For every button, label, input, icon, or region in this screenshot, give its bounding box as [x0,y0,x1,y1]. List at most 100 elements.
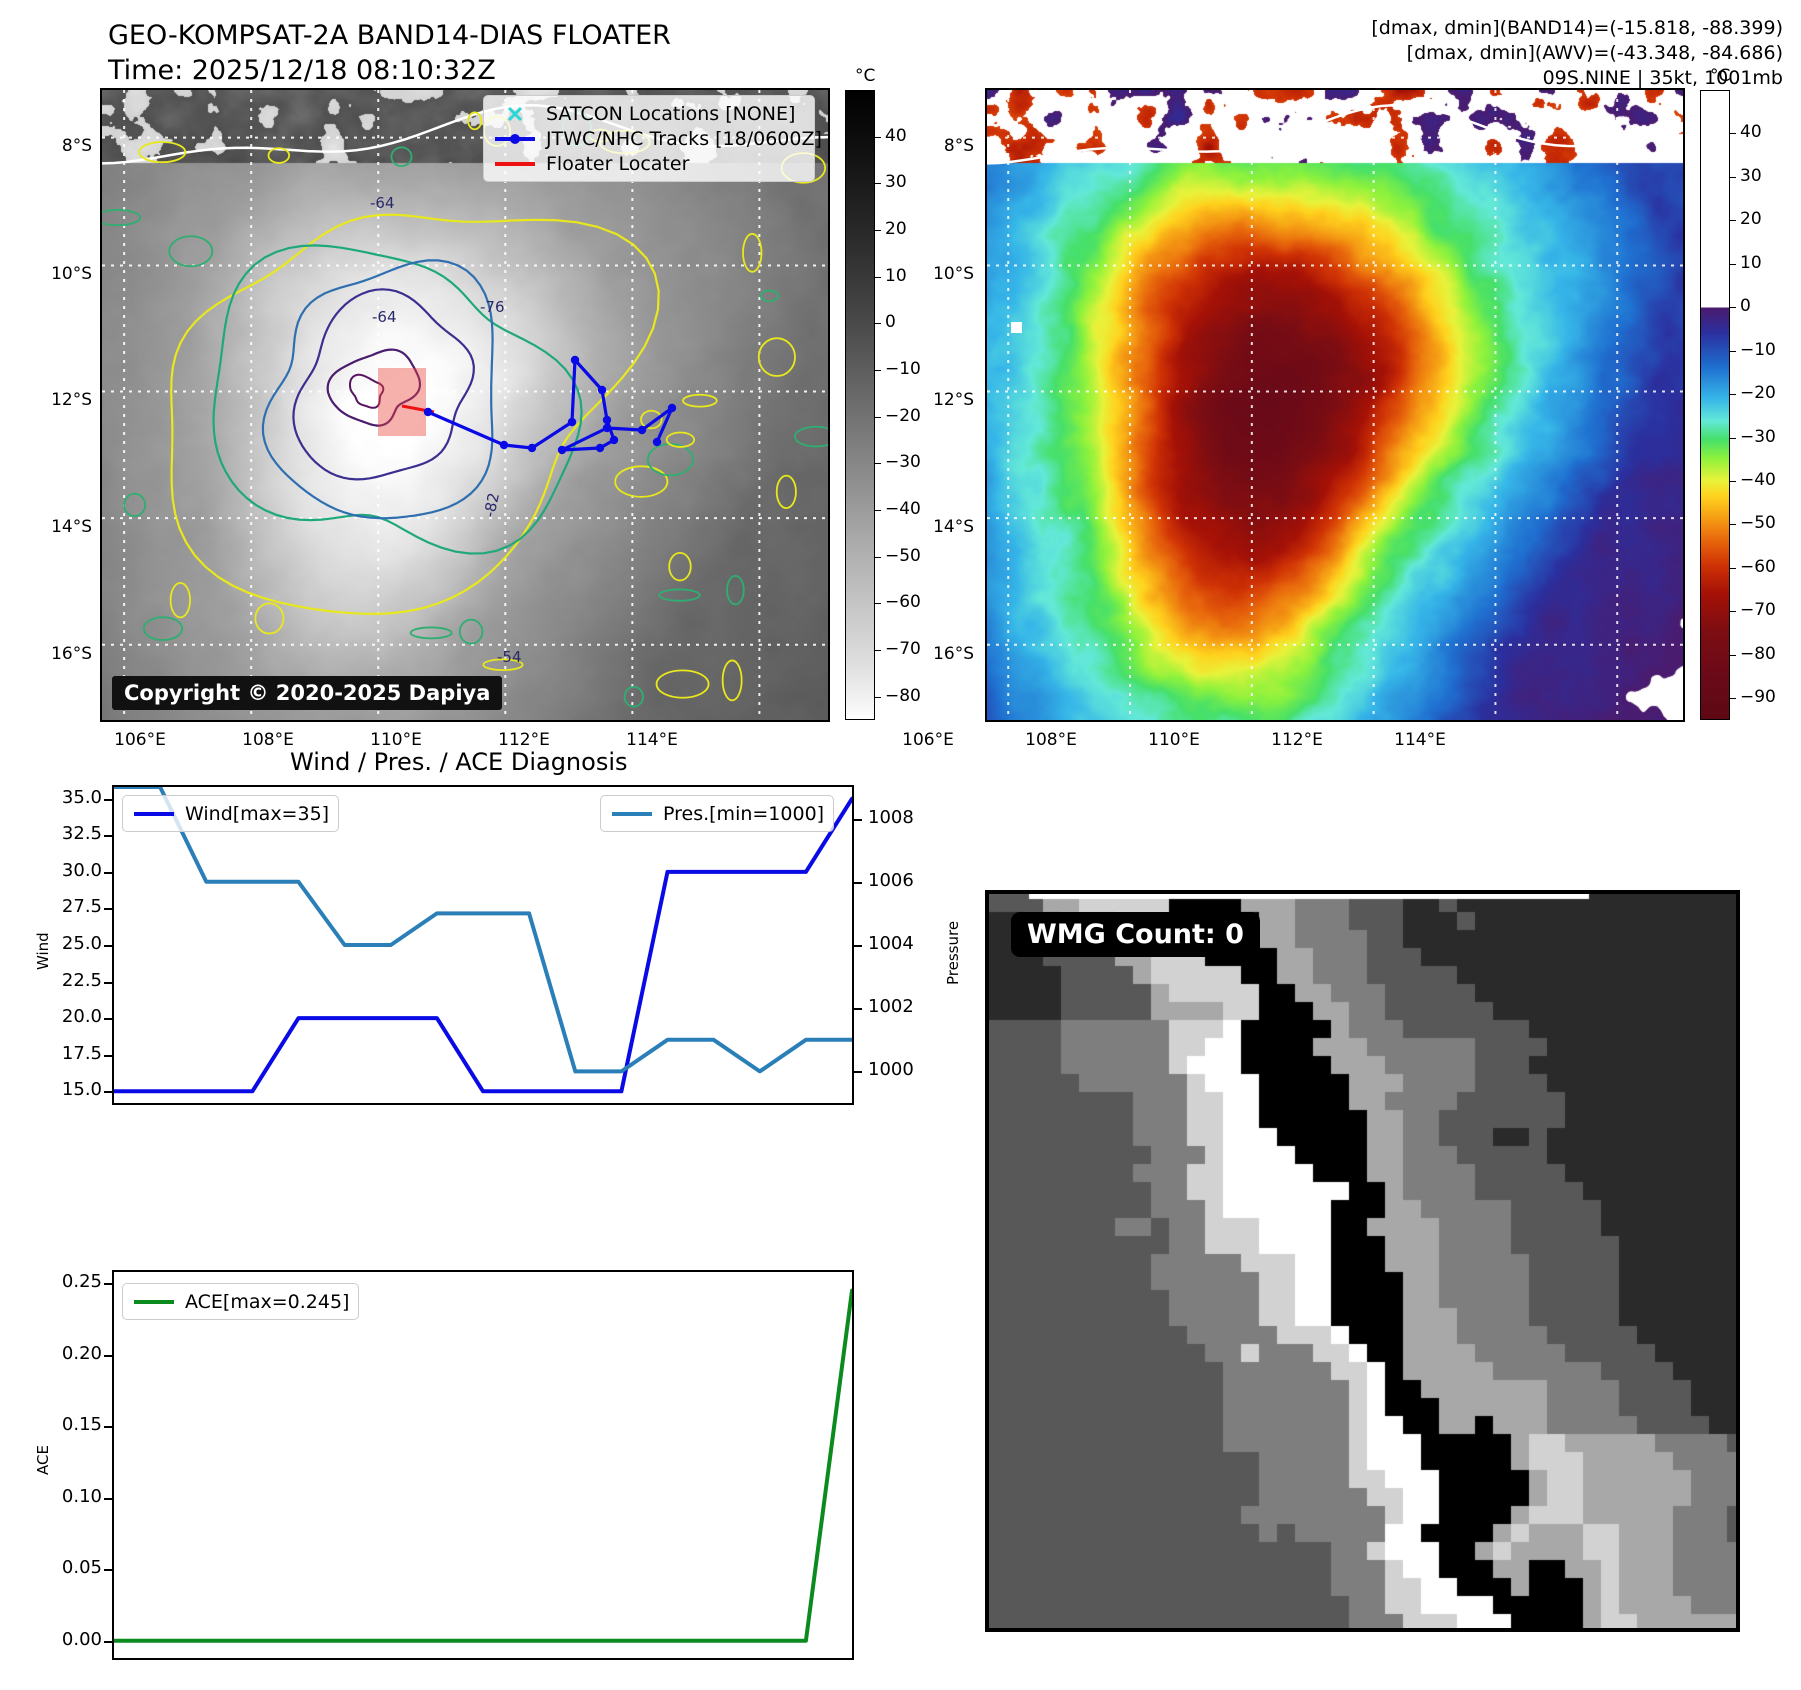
colorbar-tick-mark [875,230,881,231]
colorbar-tick-mark [875,603,881,605]
y-tick-label: 27.5 [61,896,102,918]
colorbar-tick-label: −10 [885,359,921,379]
legend-label-satcon: SATCON Locations [NONE] [546,102,796,125]
y-tick-mark [104,871,114,874]
y-tick-mark [104,1426,114,1429]
colorbar-tick-mark [1730,437,1736,439]
y-tick-mark [104,1018,114,1021]
colorbar-tick-label: −70 [885,639,921,659]
awv-lon-tick-0: 106°E [902,730,954,750]
wind-line-icon [132,811,176,816]
y2-tick-label: 1000 [868,1059,914,1081]
y-tick-label: 20.0 [61,1006,102,1028]
colorbar-tick-mark [875,696,881,698]
colorbar-tick-mark [1730,176,1736,178]
y-tick-mark [104,945,114,947]
colorbar-tick-label: −20 [885,405,921,426]
ir-floater-map[interactable]: -64 -76 -64 -82 -54 Copyright © 2020-2025 Da… [100,88,830,722]
colorbar-tick-label: −60 [885,592,921,613]
legend-item-wind[interactable]: Wind[max=35] [132,801,329,826]
awv-lon-tick-2: 110°E [1148,730,1200,750]
y2-tick-mark [852,1008,862,1011]
y-tick-mark [104,1569,114,1572]
wmg-map-panel[interactable]: WMG Count: 0 [985,890,1740,1632]
pressure-line-icon [610,811,654,816]
ir-lon-tick-4: 114°E [626,730,678,750]
y-tick-label: 30.0 [61,859,102,881]
legend-label-floater: Floater Locater [546,152,690,175]
colorbar-tick-mark [1730,394,1736,396]
page-title: GEO-KOMPSAT-2A BAND14-DIAS FLOATER Time:… [108,18,908,88]
y-tick-mark [104,981,114,984]
title-time: Time: 2025/12/18 08:10:32Z [108,55,496,86]
wind-axis-title: Wind [34,932,52,970]
ir-lat-tick-4: 16°S [51,644,92,664]
legend-item-pressure[interactable]: Pres.[min=1000] [610,801,824,826]
wind-legend: Wind[max=35] [122,795,340,832]
awv-colorbar [1700,90,1730,720]
ace-chart[interactable] [112,1270,854,1660]
svg-text:-64: -64 [372,308,397,326]
ir-lon-tick-0: 106°E [114,730,166,750]
colorbar-tick-label: 20 [885,219,907,239]
y-tick-label: 0.10 [61,1485,102,1507]
legend-item-floater[interactable]: Floater Locater [493,151,805,176]
colorbar-tick-mark [1730,654,1736,656]
colorbar-tick-mark [875,556,881,558]
y-tick-label: 22.5 [61,969,102,991]
colorbar-tick-label: −30 [885,452,921,473]
colorbar-tick-label: −80 [885,685,921,706]
legend-label-ace: ACE[max=0.245] [185,1290,350,1313]
ir-lat-tick-2: 12°S [51,390,92,410]
y-tick-label: 15.0 [61,1079,102,1101]
awv-enhanced-map[interactable] [985,88,1685,722]
line-marker-icon [493,161,537,166]
awv-lon-tick-1: 108°E [1025,730,1077,750]
legend-item-tracks[interactable]: JTWC/NHC Tracks [18/0600Z] [493,126,822,151]
colorbar-tick-mark [875,276,881,278]
y2-tick-label: 1008 [868,806,914,828]
svg-text:-82: -82 [480,491,503,519]
colorbar-tick-label: 20 [1740,209,1762,230]
metadata-block: [dmax, dmin](BAND14)=(-15.818, -88.399) … [1371,16,1783,91]
ir-map-legend: SATCON Locations [NONE] JTWC/NHC Tracks … [483,95,822,182]
awv-lon-tick-3: 112°E [1271,730,1323,750]
colorbar-tick-mark [1730,567,1736,569]
svg-text:-54: -54 [497,648,522,666]
colorbar-tick-label: 30 [1740,165,1762,186]
ir-lon-tick-2: 110°E [370,730,422,750]
meta-awv: [dmax, dmin](AWV)=(-43.348, -84.686) [1406,42,1783,64]
line-dot-marker-icon [493,131,537,147]
ir-overlay-graphics: -64 -76 -64 -82 -54 [102,90,828,720]
ir-lon-tick-3: 112°E [498,730,550,750]
colorbar-tick-label: −40 [885,499,921,519]
colorbar-tick-label: 40 [885,125,907,146]
colorbar-tick-label: −80 [1740,643,1776,664]
wmg-count-badge: WMG Count: 0 [1011,912,1260,957]
ir-colorbar-unit: °C [855,66,876,86]
y2-tick-mark [852,881,862,884]
y2-tick-label: 1006 [868,869,914,891]
colorbar-tick-mark [1730,307,1736,309]
copyright-badge: Copyright © 2020-2025 Dapiya [112,676,503,710]
awv-lon-tick-4: 114°E [1394,730,1446,750]
colorbar-tick-label: −20 [1740,383,1776,404]
colorbar-tick-mark [875,416,881,418]
y-tick-mark [104,798,114,801]
wind-pressure-chart[interactable] [112,785,854,1105]
y2-tick-label: 1002 [868,996,914,1018]
awv-lat-tick-2: 12°S [933,390,974,410]
svg-text:-76: -76 [480,298,505,316]
legend-item-ace[interactable]: ACE[max=0.245] [132,1289,349,1314]
colorbar-tick-mark [1730,524,1736,526]
colorbar-tick-label: 0 [1740,296,1751,317]
colorbar-tick-mark [1730,133,1736,135]
y2-tick-mark [852,945,862,947]
ace-line-icon [132,1299,176,1304]
title-text: GEO-KOMPSAT-2A BAND14-DIAS FLOATER [108,20,671,51]
colorbar-tick-label: −40 [1740,470,1776,491]
y-tick-label: 35.0 [61,786,102,808]
colorbar-tick-mark [875,650,881,651]
legend-item-satcon[interactable]: SATCON Locations [NONE] [493,101,805,126]
ace-legend: ACE[max=0.245] [122,1283,360,1320]
